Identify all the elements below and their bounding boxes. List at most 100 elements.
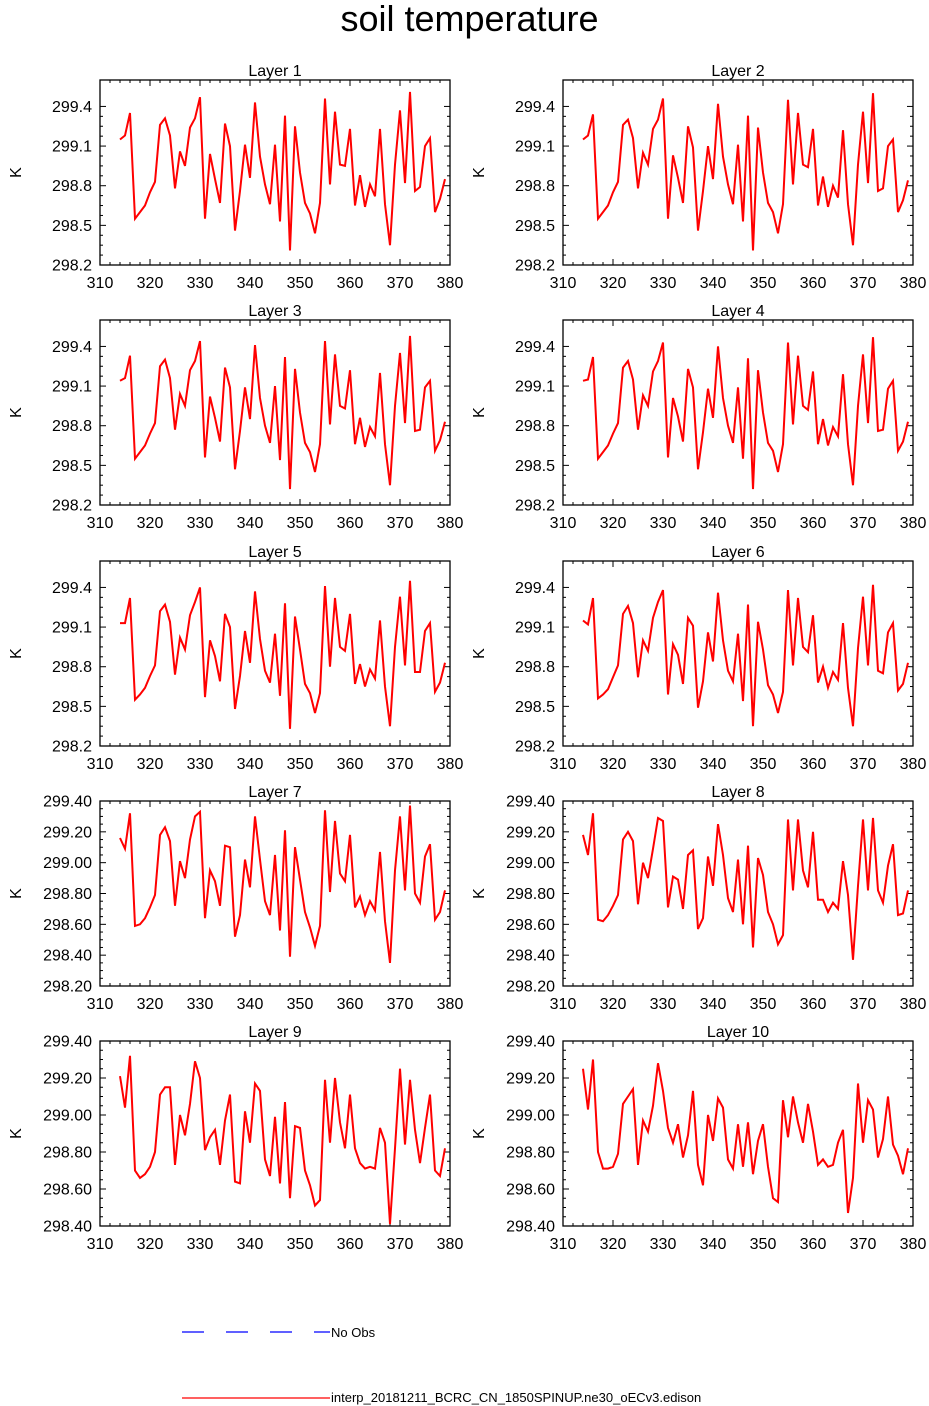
panel-title: Layer 2 [711,63,764,80]
y-tick-label: 298.80 [506,1145,555,1162]
plot-frame [99,319,451,506]
y-axis-label: K [8,407,25,418]
y-tick-label: 298.20 [506,979,555,996]
y-tick-label: 298.2 [515,498,555,515]
panels-svg: Layer 1 K 298.2 298.5 298.8 299.1 299.4 310 320 3… [8,63,926,1253]
legend-model-line [182,1397,330,1399]
x-tick-label: 360 [337,996,364,1013]
series-line [120,580,446,729]
y-tick-label: 298.2 [52,739,92,756]
x-tick-label: 310 [87,1236,114,1253]
legend-model-label: interp_20181211_BCRC_CN_1850SPINUP.ne30_… [331,1390,702,1405]
x-tick-label: 320 [137,756,164,773]
y-tick-label: 299.40 [43,1034,92,1051]
y-axis-label: K [471,167,488,178]
legend: No Obs interp_20181211_BCRC_CN_1850SPINU… [0,1310,929,1406]
x-tick-label: 370 [387,275,414,292]
series-line [119,1055,446,1225]
x-tick-label: 340 [237,1236,264,1253]
x-tick-label: 340 [700,996,727,1013]
y-tick-label: 299.1 [52,620,92,637]
panel-title: Layer 5 [248,544,301,561]
x-tick-label: 320 [600,1236,627,1253]
y-tick-label: 299.20 [43,1071,92,1088]
y-axis-label: K [471,648,488,659]
x-tick-label: 330 [650,996,677,1013]
x-tick-label: 320 [600,515,627,532]
x-tick-label: 330 [650,515,677,532]
series-line [582,1059,909,1214]
y-tick-label: 299.1 [515,139,555,156]
x-tick-label: 370 [850,756,877,773]
y-tick-label: 298.5 [515,218,555,235]
legend-obs-line [182,1331,330,1333]
x-tick-label: 330 [187,515,214,532]
x-tick-label: 350 [287,756,314,773]
plot-frame [99,560,451,747]
plot-frame [562,79,914,266]
x-tick-label: 330 [187,756,214,773]
x-tick-label: 340 [237,515,264,532]
x-tick-label: 380 [900,996,927,1013]
y-tick-label: 298.60 [506,917,555,934]
x-tick-label: 320 [137,515,164,532]
y-tick-label: 299.40 [506,794,555,811]
x-tick-label: 340 [237,996,264,1013]
plot-frame [562,1040,914,1227]
panel-title: Layer 9 [248,1024,301,1041]
y-tick-label: 298.40 [506,948,555,965]
x-tick-label: 360 [337,756,364,773]
series-line [119,805,446,964]
x-tick-label: 340 [237,756,264,773]
y-tick-label: 299.00 [43,1108,92,1125]
y-tick-label: 298.8 [52,659,92,676]
y-tick-label: 299.00 [506,1108,555,1125]
x-tick-label: 350 [750,275,777,292]
y-tick-label: 299.1 [52,139,92,156]
x-tick-label: 350 [750,515,777,532]
y-tick-label: 298.40 [43,1219,92,1236]
x-tick-label: 340 [700,275,727,292]
y-axis-label: K [8,1128,25,1139]
y-tick-label: 299.4 [52,99,92,116]
plot-frame [99,1040,451,1227]
x-tick-label: 310 [550,1236,577,1253]
x-tick-label: 350 [750,996,777,1013]
y-tick-label: 299.40 [43,794,92,811]
y-tick-label: 298.20 [43,979,92,996]
x-tick-label: 320 [137,996,164,1013]
panel-8: Layer 8 K 298.20 298.40 298.60 298.80 299.00 29… [471,784,926,1013]
panel-4: Layer 4 K 298.2 298.5 298.8 299.1 299.4 310 320 3… [471,303,926,532]
panel-3: Layer 3 K 298.2 298.5 298.8 299.1 299.4 310 320 3… [8,303,463,532]
x-tick-label: 370 [387,996,414,1013]
x-tick-label: 330 [650,1236,677,1253]
y-tick-label: 298.5 [52,218,92,235]
y-tick-label: 299.20 [43,824,92,841]
x-tick-label: 350 [287,275,314,292]
panel-2: Layer 2 K 298.2 298.5 298.8 299.1 299.4 310 320 3… [471,63,926,292]
panel-5: Layer 5 K 298.2 298.5 298.8 299.1 299.4 310 320 3… [8,544,463,773]
y-tick-label: 299.1 [515,620,555,637]
plot-frame [562,560,914,747]
x-tick-label: 360 [337,275,364,292]
y-tick-label: 299.4 [515,580,555,597]
x-tick-label: 360 [800,996,827,1013]
x-tick-label: 370 [850,1236,877,1253]
x-tick-label: 320 [600,756,627,773]
y-tick-label: 298.2 [515,258,555,275]
x-tick-label: 370 [387,1236,414,1253]
x-tick-label: 330 [650,275,677,292]
y-axis-label: K [471,1128,488,1139]
y-tick-label: 299.4 [52,339,92,356]
x-tick-label: 380 [437,996,464,1013]
x-tick-label: 380 [900,515,927,532]
panel-title: Layer 1 [248,63,301,80]
y-tick-label: 299.4 [515,99,555,116]
x-tick-label: 350 [287,996,314,1013]
x-tick-label: 380 [437,275,464,292]
x-tick-label: 310 [550,515,577,532]
plot-frame [562,800,914,987]
x-tick-label: 360 [337,515,364,532]
y-tick-label: 298.80 [43,1145,92,1162]
series-line [119,335,446,490]
